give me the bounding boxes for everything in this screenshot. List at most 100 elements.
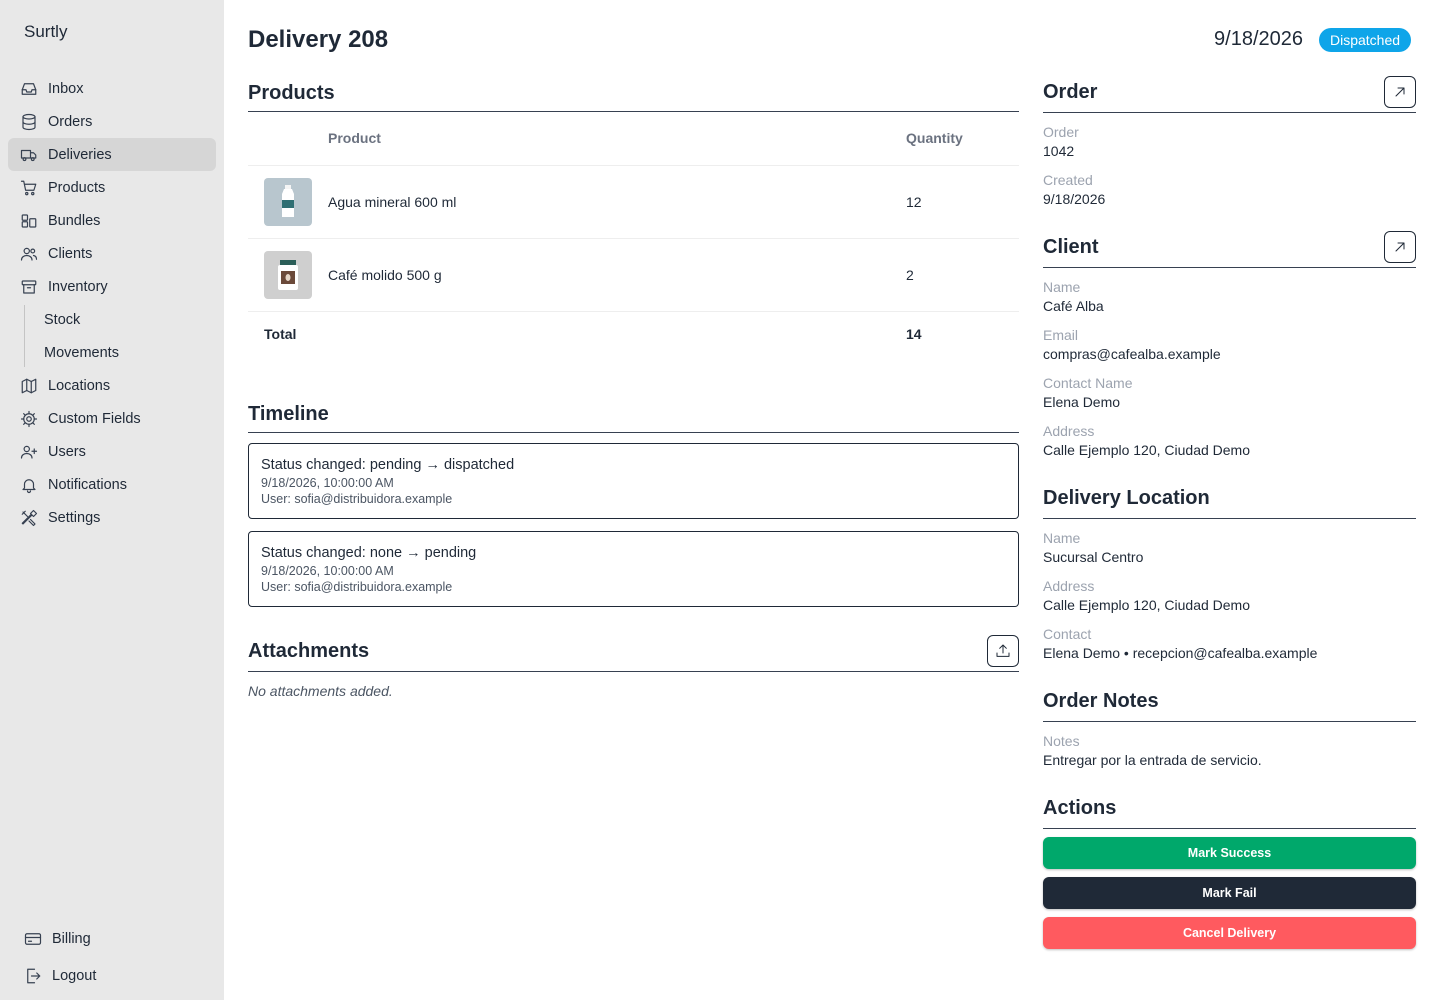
- timeline-time: 9/18/2026, 10:00:00 AM: [261, 476, 394, 490]
- order-number: 1042: [1043, 143, 1075, 159]
- sidebar-item-stock[interactable]: Stock: [8, 303, 216, 336]
- table-header-row: Product Quantity: [248, 112, 1019, 166]
- client-email: compras@cafealba.example: [1043, 346, 1221, 362]
- column-header-quantity: Quantity: [906, 112, 1019, 166]
- sidebar-item-bundles[interactable]: Bundles: [8, 204, 216, 237]
- sidebar-nav: Inbox Orders Deliveries Products Bundles…: [8, 72, 216, 534]
- table-row[interactable]: Café molido 500 g 2: [248, 238, 1019, 312]
- sidebar-item-locations[interactable]: Locations: [8, 369, 216, 402]
- location-name: Sucursal Centro: [1043, 549, 1144, 565]
- map-icon: [20, 377, 38, 395]
- sidebar-item-notifications[interactable]: Notifications: [8, 468, 216, 501]
- timeline-title: Timeline: [248, 403, 329, 425]
- sidebar-item-products[interactable]: Products: [8, 171, 216, 204]
- client-title: Client: [1043, 235, 1099, 258]
- inbox-icon: [20, 80, 38, 98]
- user-plus-icon: [20, 443, 38, 461]
- sidebar-item-label: Inventory: [48, 278, 108, 295]
- database-icon: [20, 113, 38, 131]
- thumb-cell: [248, 165, 328, 239]
- notes-field: Notes Entregar por la entrada de servici…: [1043, 732, 1416, 770]
- thumb-column-header: [248, 112, 328, 166]
- order-notes-section: Order Notes Notes Entregar por la entrad…: [1043, 681, 1416, 770]
- sidebar-item-label: Orders: [48, 113, 93, 130]
- field-label: Notes: [1043, 733, 1080, 749]
- mark-fail-button[interactable]: Mark Fail: [1043, 877, 1416, 909]
- sidebar-item-label: Bundles: [48, 212, 101, 229]
- archive-icon: [20, 278, 38, 296]
- upload-attachment-button[interactable]: [987, 635, 1019, 667]
- sidebar-item-label: Movements: [44, 344, 119, 361]
- divider: [1043, 112, 1416, 113]
- sidebar-item-label: Products: [48, 179, 106, 196]
- field-label: Address: [1043, 578, 1095, 594]
- sidebar: Surtly Inbox Orders Deliveries Products …: [0, 0, 224, 1000]
- products-title: Products: [248, 82, 335, 104]
- sidebar-item-custom-fields[interactable]: Custom Fields: [8, 402, 216, 435]
- divider: [248, 432, 1019, 433]
- client-address: Calle Ejemplo 120, Ciudad Demo: [1043, 442, 1250, 458]
- bell-icon: [20, 476, 38, 494]
- location-header: Delivery Location: [1043, 478, 1416, 518]
- location-contact: Elena Demo • recepcion@cafealba.example: [1043, 645, 1318, 661]
- client-email-field: Email compras@cafealba.example: [1043, 326, 1416, 364]
- timeline-status: Status changed: none → pending: [261, 545, 477, 561]
- field-label: Email: [1043, 327, 1079, 343]
- table-row[interactable]: Agua mineral 600 ml 12: [248, 165, 1019, 239]
- sidebar-item-label: Billing: [52, 930, 91, 947]
- sidebar-item-clients[interactable]: Clients: [8, 237, 216, 270]
- sidebar-item-inventory[interactable]: Inventory: [8, 270, 216, 303]
- open-client-button[interactable]: [1384, 231, 1416, 263]
- product-name: Café molido 500 g: [328, 238, 906, 312]
- sidebar-item-label: Deliveries: [48, 146, 112, 163]
- client-name-field: Name Café Alba: [1043, 278, 1416, 316]
- bundles-icon: [20, 212, 38, 230]
- cog-icon: [20, 410, 38, 428]
- sidebar-item-movements[interactable]: Movements: [8, 336, 216, 369]
- mark-success-button[interactable]: Mark Success: [1043, 837, 1416, 869]
- page-title: Delivery 208: [248, 26, 389, 53]
- actions-header: Actions: [1043, 788, 1416, 828]
- sidebar-item-users[interactable]: Users: [8, 435, 216, 468]
- sidebar-item-label: Custom Fields: [48, 410, 141, 427]
- sidebar-item-logout[interactable]: Logout: [16, 957, 216, 994]
- attachments-section: Attachments No attachments added.: [248, 631, 1019, 699]
- sidebar-item-deliveries[interactable]: Deliveries: [8, 138, 216, 171]
- field-label: Contact Name: [1043, 375, 1133, 391]
- sidebar-item-inbox[interactable]: Inbox: [8, 72, 216, 105]
- field-label: Contact: [1043, 626, 1092, 642]
- divider: [1043, 267, 1416, 268]
- delivery-date: 9/18/2026: [1214, 28, 1303, 50]
- total-label: Total: [264, 326, 297, 343]
- inventory-submenu: Stock Movements: [8, 303, 216, 369]
- divider: [248, 111, 1019, 112]
- location-address-field: Address Calle Ejemplo 120, Ciudad Demo: [1043, 577, 1416, 615]
- sidebar-item-billing[interactable]: Billing: [16, 920, 216, 957]
- status-badge: Dispatched: [1319, 28, 1412, 52]
- client-section: Client Name Café Alba Email compras@cafe…: [1043, 227, 1416, 460]
- sidebar-item-settings[interactable]: Settings: [8, 501, 216, 534]
- actions-title: Actions: [1043, 796, 1117, 819]
- location-title: Delivery Location: [1043, 486, 1210, 509]
- divider: [1043, 828, 1416, 829]
- cart-icon: [20, 179, 38, 197]
- divider: [1043, 721, 1416, 722]
- delivery-location-section: Delivery Location Name Sucursal Centro A…: [1043, 478, 1416, 663]
- sidebar-bottom: Billing Logout: [16, 920, 216, 994]
- divider: [248, 671, 1019, 672]
- notes-title: Order Notes: [1043, 689, 1159, 712]
- field-label: Address: [1043, 423, 1095, 439]
- order-created-date: 9/18/2026: [1043, 191, 1106, 207]
- sidebar-item-orders[interactable]: Orders: [8, 105, 216, 138]
- total-value: 14: [906, 326, 922, 343]
- timeline-user: User: sofia@distribuidora.example: [261, 492, 453, 506]
- order-number-field: Order 1042: [1043, 123, 1416, 161]
- open-order-button[interactable]: [1384, 76, 1416, 108]
- timeline-event: Status changed: pending → dispatched 9/1…: [248, 443, 1019, 519]
- total-row: Total 14: [248, 311, 1019, 357]
- cancel-delivery-button[interactable]: Cancel Delivery: [1043, 917, 1416, 949]
- brand-name: Surtly: [24, 22, 68, 41]
- attachments-empty-message: No attachments added.: [248, 683, 393, 699]
- sidebar-item-label: Logout: [52, 967, 97, 984]
- sidebar-item-label: Notifications: [48, 476, 127, 493]
